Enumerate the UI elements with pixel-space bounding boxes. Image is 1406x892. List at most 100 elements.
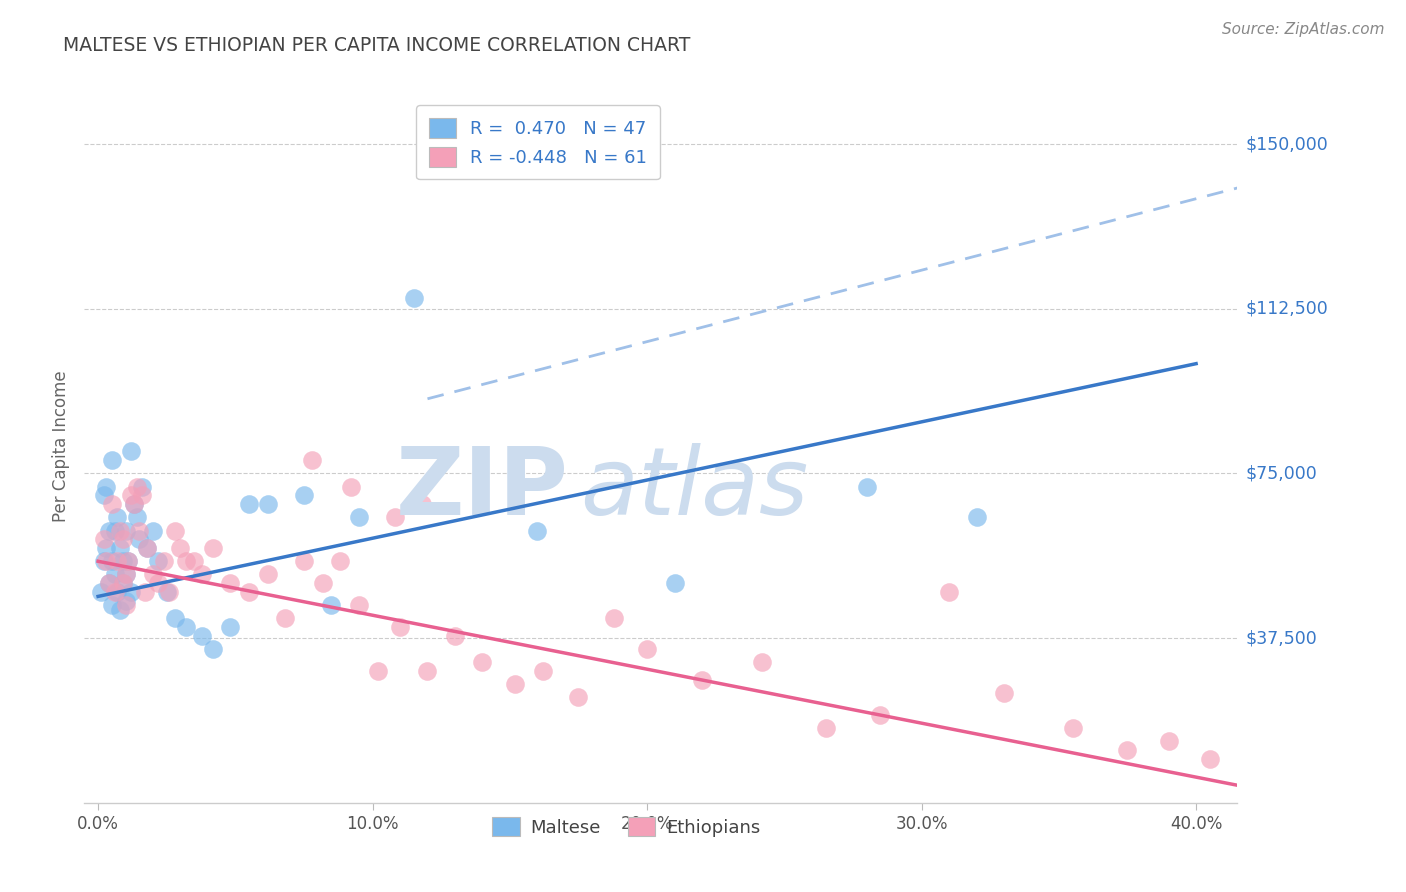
Point [101, 497, 124, 511]
Point [384, 510, 406, 524]
Point [411, 497, 433, 511]
Point [96, 541, 118, 555]
Point [526, 524, 548, 538]
Point [156, 585, 179, 599]
Point [153, 554, 176, 568]
Point [120, 488, 142, 502]
Point [120, 444, 142, 458]
Point [148, 576, 170, 591]
Point [142, 567, 165, 582]
Point [169, 541, 191, 555]
Point [664, 576, 686, 591]
Point [751, 655, 773, 669]
Point [108, 524, 131, 538]
Point [96, 554, 118, 568]
Point [125, 480, 148, 494]
Point [1116, 743, 1139, 757]
Point [108, 602, 131, 616]
Text: ZIP: ZIP [395, 442, 568, 535]
Point [1157, 734, 1180, 748]
Y-axis label: Per Capita Income: Per Capita Income [52, 370, 70, 522]
Text: $75,000: $75,000 [1246, 465, 1317, 483]
Point [329, 554, 352, 568]
Point [238, 585, 260, 599]
Point [117, 554, 139, 568]
Point [292, 488, 315, 502]
Point [869, 708, 891, 723]
Point [1198, 752, 1220, 766]
Point [202, 642, 225, 657]
Point [274, 611, 297, 625]
Point [90, 585, 112, 599]
Point [105, 585, 128, 599]
Point [148, 554, 170, 568]
Point [101, 598, 124, 612]
Point [301, 453, 323, 467]
Point [128, 533, 150, 547]
Point [471, 655, 494, 669]
Point [101, 554, 124, 568]
Point [966, 510, 988, 524]
Point [257, 567, 280, 582]
Point [191, 567, 214, 582]
Point [257, 497, 280, 511]
Point [105, 510, 128, 524]
Point [136, 541, 159, 555]
Point [402, 291, 425, 305]
Point [159, 585, 181, 599]
Point [163, 524, 186, 538]
Point [321, 598, 343, 612]
Point [134, 585, 156, 599]
Point [131, 480, 153, 494]
Point [690, 673, 713, 687]
Point [122, 497, 145, 511]
Point [183, 554, 205, 568]
Point [136, 541, 159, 555]
Point [117, 554, 139, 568]
Point [505, 677, 527, 691]
Point [531, 664, 554, 678]
Point [347, 598, 370, 612]
Point [128, 524, 150, 538]
Point [131, 488, 153, 502]
Point [114, 594, 136, 608]
Point [98, 576, 121, 591]
Text: atlas: atlas [581, 443, 808, 534]
Point [105, 554, 128, 568]
Point [191, 629, 214, 643]
Point [814, 721, 837, 735]
Point [108, 541, 131, 555]
Point [98, 576, 121, 591]
Point [855, 480, 877, 494]
Point [96, 480, 118, 494]
Point [93, 488, 115, 502]
Point [120, 585, 142, 599]
Text: $150,000: $150,000 [1246, 135, 1329, 153]
Point [122, 497, 145, 511]
Point [142, 524, 165, 538]
Point [292, 554, 315, 568]
Point [163, 611, 186, 625]
Text: Source: ZipAtlas.com: Source: ZipAtlas.com [1222, 22, 1385, 37]
Point [93, 554, 115, 568]
Point [111, 576, 134, 591]
Point [98, 524, 121, 538]
Point [114, 524, 136, 538]
Point [114, 567, 136, 582]
Point [125, 510, 148, 524]
Text: $37,500: $37,500 [1246, 629, 1317, 647]
Point [389, 620, 412, 634]
Point [347, 510, 370, 524]
Point [938, 585, 960, 599]
Point [339, 480, 361, 494]
Point [101, 453, 124, 467]
Point [111, 554, 134, 568]
Point [367, 664, 389, 678]
Point [1062, 721, 1084, 735]
Point [416, 664, 439, 678]
Point [93, 533, 115, 547]
Text: $112,500: $112,500 [1246, 300, 1329, 318]
Point [111, 576, 134, 591]
Point [174, 620, 197, 634]
Point [103, 524, 125, 538]
